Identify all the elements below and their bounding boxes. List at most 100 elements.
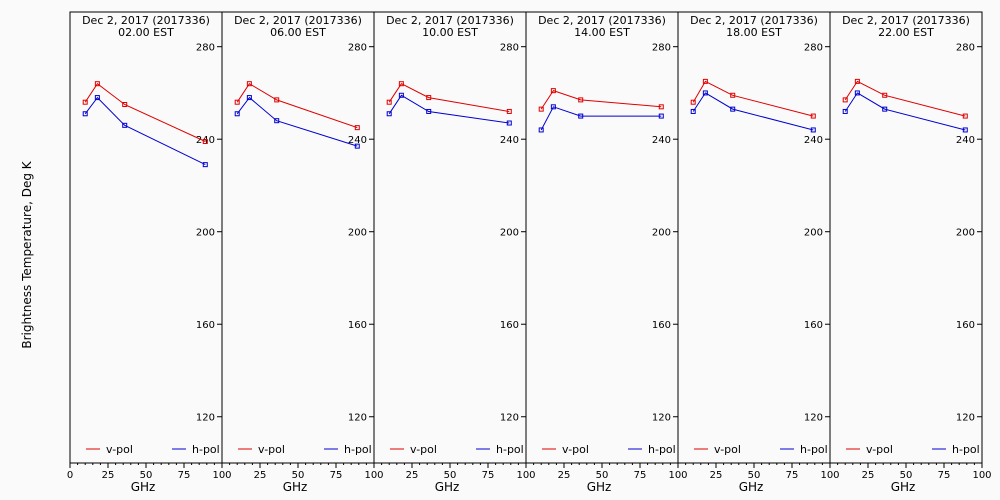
data-point-h-pol	[882, 106, 888, 112]
y-axis-label: Brightness Temperature, Deg K	[20, 160, 34, 348]
y-tick-label: 240	[956, 135, 975, 146]
y-tick-label: 240	[500, 135, 519, 146]
x-axis-label: GHz	[739, 480, 764, 494]
x-tick-label: 100	[972, 470, 991, 481]
data-point-v-pol	[854, 78, 860, 84]
series-line-h-pol	[84, 96, 206, 166]
panel-title-time: 22.00 EST	[878, 26, 934, 39]
panel-title-time: 06.00 EST	[270, 26, 326, 39]
data-point-v-pol	[550, 88, 556, 94]
legend-label-h-pol: h-pol	[344, 443, 372, 456]
data-point-v-pol	[538, 106, 544, 112]
data-point-h-pol	[94, 95, 100, 101]
data-point-v-pol	[426, 95, 432, 101]
y-tick-label: 160	[348, 320, 367, 331]
y-tick-label: 240	[348, 135, 367, 146]
panel-2: Dec 2, 2017 (2017336)06.00 EST 120 160 200 2…	[221, 11, 384, 494]
data-point-v-pol	[82, 99, 88, 105]
data-point-h-pol	[730, 106, 736, 112]
x-tick-label: 100	[668, 470, 687, 481]
panel-title-date: Dec 2, 2017 (2017336)	[690, 14, 818, 27]
panel-title-time: 10.00 EST	[422, 26, 478, 39]
x-tick-label: 0	[67, 470, 73, 481]
panel-title-date: Dec 2, 2017 (2017336)	[386, 14, 514, 27]
data-point-h-pol	[354, 143, 360, 149]
legend-label-h-pol: h-pol	[496, 443, 524, 456]
y-tick-label: 280	[196, 43, 215, 54]
x-tick-label: 50	[900, 470, 913, 481]
data-point-h-pol	[854, 90, 860, 96]
x-axis-label: GHz	[131, 480, 156, 494]
data-point-h-pol	[234, 111, 240, 117]
data-point-h-pol	[398, 92, 404, 98]
series-line-h-pol	[692, 92, 814, 131]
y-tick-label: 200	[652, 228, 671, 239]
y-tick-label: 280	[956, 43, 975, 54]
data-point-v-pol	[578, 97, 584, 103]
data-point-v-pol	[234, 99, 240, 105]
y-tick-label: 120	[804, 413, 823, 424]
data-point-v-pol	[398, 81, 404, 87]
data-point-v-pol	[506, 108, 512, 114]
x-tick-label: 75	[634, 470, 647, 481]
series-line-h-pol	[388, 94, 510, 124]
y-tick-label: 240	[804, 135, 823, 146]
panel-1: Dec 2, 2017 (2017336)02.00 EST 120 160 200 2…	[67, 11, 232, 494]
series-line-v-pol	[692, 80, 814, 117]
data-point-h-pol	[122, 122, 128, 128]
data-point-v-pol	[882, 92, 888, 98]
x-tick-label: 100	[364, 470, 383, 481]
x-axis-label: GHz	[587, 480, 612, 494]
data-point-v-pol	[94, 81, 100, 87]
y-tick-label: 200	[804, 228, 823, 239]
data-point-h-pol	[690, 108, 696, 114]
y-tick-label: 160	[500, 320, 519, 331]
data-point-v-pol	[122, 102, 128, 108]
panel-title-time: 14.00 EST	[574, 26, 630, 39]
y-tick-label: 280	[500, 43, 519, 54]
y-tick-label: 120	[500, 413, 519, 424]
data-point-v-pol	[702, 78, 708, 84]
data-point-v-pol	[962, 113, 968, 119]
data-point-v-pol	[810, 113, 816, 119]
x-tick-label: 75	[938, 470, 951, 481]
legend-label-v-pol: v-pol	[258, 443, 285, 456]
y-tick-label: 200	[348, 228, 367, 239]
legend-label-h-pol: h-pol	[192, 443, 220, 456]
panel-title-time: 18.00 EST	[726, 26, 782, 39]
x-tick-label: 25	[254, 470, 267, 481]
legend-label-v-pol: v-pol	[866, 443, 893, 456]
x-tick-label: 25	[710, 470, 723, 481]
series-line-v-pol	[388, 83, 510, 112]
y-tick-label: 280	[804, 43, 823, 54]
legend-label-v-pol: v-pol	[410, 443, 437, 456]
panel-title-date: Dec 2, 2017 (2017336)	[234, 14, 362, 27]
data-point-h-pol	[538, 127, 544, 133]
series-line-h-pol	[236, 96, 358, 147]
data-point-v-pol	[202, 139, 208, 145]
x-tick-label: 25	[406, 470, 419, 481]
y-tick-label: 120	[348, 413, 367, 424]
x-tick-label: 100	[212, 470, 231, 481]
data-point-v-pol	[842, 97, 848, 103]
x-tick-label: 50	[444, 470, 457, 481]
data-point-h-pol	[702, 90, 708, 96]
data-point-h-pol	[842, 108, 848, 114]
x-tick-label: 100	[820, 470, 839, 481]
data-point-v-pol	[274, 97, 280, 103]
x-tick-label: 50	[140, 470, 153, 481]
series-line-v-pol	[84, 82, 206, 142]
y-tick-label: 200	[196, 228, 215, 239]
y-tick-label: 200	[500, 228, 519, 239]
series-line-v-pol	[540, 90, 662, 110]
x-tick-label: 100	[516, 470, 535, 481]
y-tick-label: 120	[652, 413, 671, 424]
legend-label-h-pol: h-pol	[952, 443, 980, 456]
data-point-h-pol	[274, 118, 280, 124]
panel-title-time: 02.00 EST	[118, 26, 174, 39]
x-tick-label: 50	[292, 470, 305, 481]
series-line-h-pol	[844, 92, 966, 131]
data-point-v-pol	[690, 99, 696, 105]
y-tick-label: 120	[956, 413, 975, 424]
